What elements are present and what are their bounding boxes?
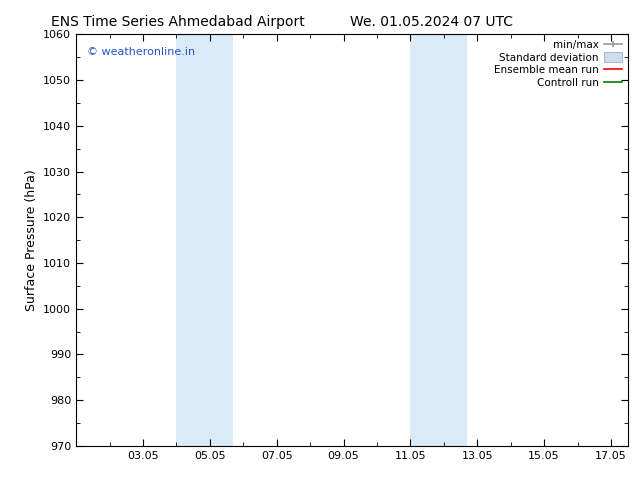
Y-axis label: Surface Pressure (hPa): Surface Pressure (hPa) — [25, 169, 37, 311]
Text: We. 01.05.2024 07 UTC: We. 01.05.2024 07 UTC — [349, 15, 513, 29]
Bar — [176, 34, 233, 446]
Text: ENS Time Series Ahmedabad Airport: ENS Time Series Ahmedabad Airport — [51, 15, 304, 29]
Legend: min/max, Standard deviation, Ensemble mean run, Controll run: min/max, Standard deviation, Ensemble me… — [494, 40, 623, 88]
Bar — [410, 34, 467, 446]
Text: © weatheronline.in: © weatheronline.in — [87, 47, 195, 57]
